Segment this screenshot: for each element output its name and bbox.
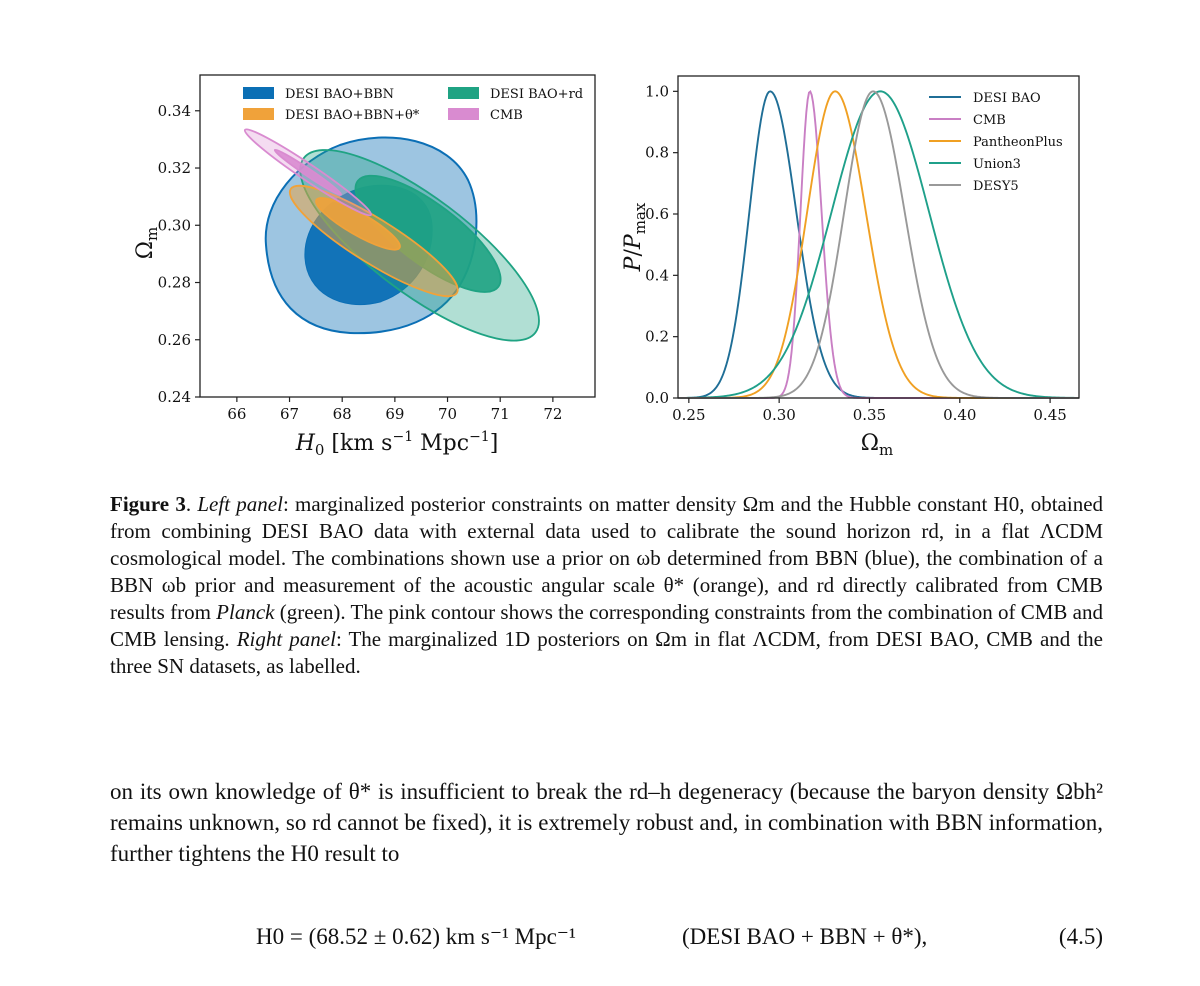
right-legend: DESI BAO CMB PantheonPlus Union3 DESY5 bbox=[929, 91, 1063, 194]
left-axes-frame bbox=[199, 74, 596, 398]
x-tick-label: 71 bbox=[491, 405, 510, 423]
figure-3: 66 67 68 69 70 71 72 0.240.260.280.300.320.34 … bbox=[133, 74, 1080, 459]
right-y-ticks: 0.0 0.2 0.4 0.6 0.8 1.0 bbox=[645, 82, 678, 407]
right-panel: 0.25 0.30 0.35 0.40 0.45 0.00.20.40.60.81.0 … bbox=[621, 75, 1080, 459]
x-tick-label: 70 bbox=[438, 405, 457, 423]
x-tick-label: 0.25 bbox=[672, 406, 705, 424]
legend-label-desi-bao-rd: DESI BAO+rd bbox=[490, 87, 583, 102]
legend-label-desi-bao-bbn-theta: DESI BAO+BBN+θ* bbox=[285, 108, 420, 123]
right-panel-label: Right panel bbox=[236, 627, 336, 651]
x-tick-label: 67 bbox=[280, 405, 299, 423]
equation-label: (DESI BAO + BBN + θ*), bbox=[682, 924, 928, 949]
contour-cmb bbox=[273, 148, 343, 196]
right-axes-frame bbox=[677, 75, 1080, 399]
left-y-axis-label: Ωm bbox=[133, 227, 161, 259]
legend-label-cmb: CMB bbox=[973, 113, 1006, 128]
x-tick-label: 72 bbox=[543, 405, 562, 423]
right-x-axis-label: Ωm bbox=[861, 431, 893, 459]
caption-planck: Planck bbox=[216, 600, 275, 624]
x-tick-label: 66 bbox=[227, 405, 246, 423]
y-tick-label: 0.8 bbox=[645, 144, 669, 162]
x-tick-label: 69 bbox=[385, 405, 404, 423]
legend-label-desy5: DESY5 bbox=[973, 179, 1019, 194]
y-tick-label: 0.32 bbox=[158, 159, 191, 177]
right-x-ticks: 0.25 0.30 0.35 0.40 0.45 bbox=[672, 398, 1067, 424]
y-tick-label: 0.0 bbox=[645, 389, 669, 407]
legend-label-pantheonplus: PantheonPlus bbox=[973, 135, 1063, 150]
legend-label-desi-bao-bbn: DESI BAO+BBN bbox=[285, 87, 394, 102]
y-tick-label: 0.34 bbox=[158, 102, 191, 120]
y-tick-label: 0.28 bbox=[158, 274, 191, 292]
x-tick-label: 0.45 bbox=[1033, 406, 1066, 424]
body-paragraph: on its own knowledge of θ* is insufficie… bbox=[110, 779, 1103, 866]
left-y-ticks: 0.24 0.26 0.28 0.30 0.32 0.34 bbox=[158, 102, 200, 406]
x-tick-label: 0.35 bbox=[853, 406, 886, 424]
left-legend: DESI BAO+BBN DESI BAO+BBN+θ* DESI BAO+rd… bbox=[243, 87, 583, 123]
x-tick-label: 68 bbox=[333, 405, 352, 423]
contour-layer bbox=[243, 128, 540, 342]
curve-union3 bbox=[678, 90, 1080, 399]
legend-label-desi-bao: DESI BAO bbox=[973, 91, 1041, 106]
equation-4-5: H0 = (68.52 ± 0.62) km s⁻¹ Mpc⁻¹ (DESI B… bbox=[110, 920, 1103, 960]
figure-caption: Figure 3. Left panel: marginalized poste… bbox=[110, 492, 1104, 678]
legend-swatch-desi-bao-bbn-theta bbox=[243, 108, 274, 120]
left-panel-label: Left panel bbox=[197, 492, 283, 516]
x-tick-label: 0.40 bbox=[943, 406, 976, 424]
y-tick-label: 0.26 bbox=[158, 331, 191, 349]
y-tick-label: 0.24 bbox=[158, 388, 191, 406]
legend-label-union3: Union3 bbox=[973, 157, 1021, 172]
y-tick-label: 0.4 bbox=[645, 266, 669, 284]
left-panel: 66 67 68 69 70 71 72 0.240.260.280.300.320.34 … bbox=[133, 74, 596, 459]
y-tick-label: 0.30 bbox=[158, 216, 191, 234]
legend-swatch-cmb bbox=[448, 108, 479, 120]
y-tick-label: 0.2 bbox=[645, 328, 669, 346]
y-tick-label: 0.6 bbox=[645, 205, 669, 223]
right-y-axis-label: P/Pmax bbox=[621, 202, 649, 272]
legend-swatch-desi-bao-rd bbox=[448, 87, 479, 99]
y-tick-label: 1.0 bbox=[645, 82, 669, 100]
caption-part-2: (green). The pink contour shows the corr… bbox=[110, 600, 1103, 651]
left-x-ticks: 66 67 68 69 70 71 72 bbox=[227, 397, 562, 423]
left-x-axis-label: H0 [km s−1 Mpc−1] bbox=[295, 429, 499, 459]
figure-label: Figure 3 bbox=[110, 492, 186, 516]
equation-number: (4.5) bbox=[1058, 924, 1103, 949]
caption-part-3: : The marginalized 1D posteriors on Ωm i… bbox=[110, 627, 1103, 678]
equation-main: H0 = (68.52 ± 0.62) km s⁻¹ Mpc⁻¹ bbox=[256, 924, 576, 949]
caption-part-1: : marginalized posterior constraints on … bbox=[110, 492, 1104, 624]
x-tick-label: 0.30 bbox=[762, 406, 795, 424]
legend-swatch-desi-bao-bbn bbox=[243, 87, 274, 99]
legend-label-cmb: CMB bbox=[490, 108, 523, 123]
